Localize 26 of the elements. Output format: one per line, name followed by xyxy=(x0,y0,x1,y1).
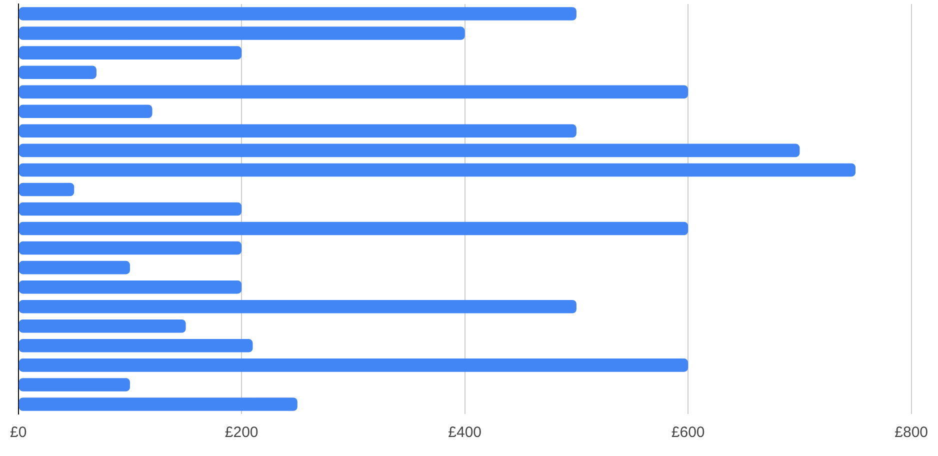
bar xyxy=(18,26,465,40)
bar xyxy=(18,241,242,255)
bar xyxy=(18,124,576,138)
bar xyxy=(18,300,576,314)
bar xyxy=(18,320,186,333)
bar xyxy=(18,222,688,236)
x-tick-label: £0 xyxy=(10,424,27,442)
bar xyxy=(18,163,856,177)
bar xyxy=(18,182,74,196)
bar xyxy=(18,339,253,352)
x-tick-label: £200 xyxy=(224,424,258,442)
bar xyxy=(18,378,130,392)
x-tick-label: £600 xyxy=(671,424,705,442)
bar xyxy=(18,46,242,60)
x-tick-label: £800 xyxy=(894,424,928,442)
bar xyxy=(18,398,298,411)
bar xyxy=(18,280,242,294)
bar xyxy=(18,85,688,98)
bar xyxy=(18,144,800,158)
bar xyxy=(18,7,576,20)
bar xyxy=(18,202,242,216)
bar xyxy=(18,260,130,274)
bar xyxy=(18,104,152,118)
bar xyxy=(18,358,688,372)
bar xyxy=(18,66,96,79)
x-tick-label: £400 xyxy=(448,424,482,442)
